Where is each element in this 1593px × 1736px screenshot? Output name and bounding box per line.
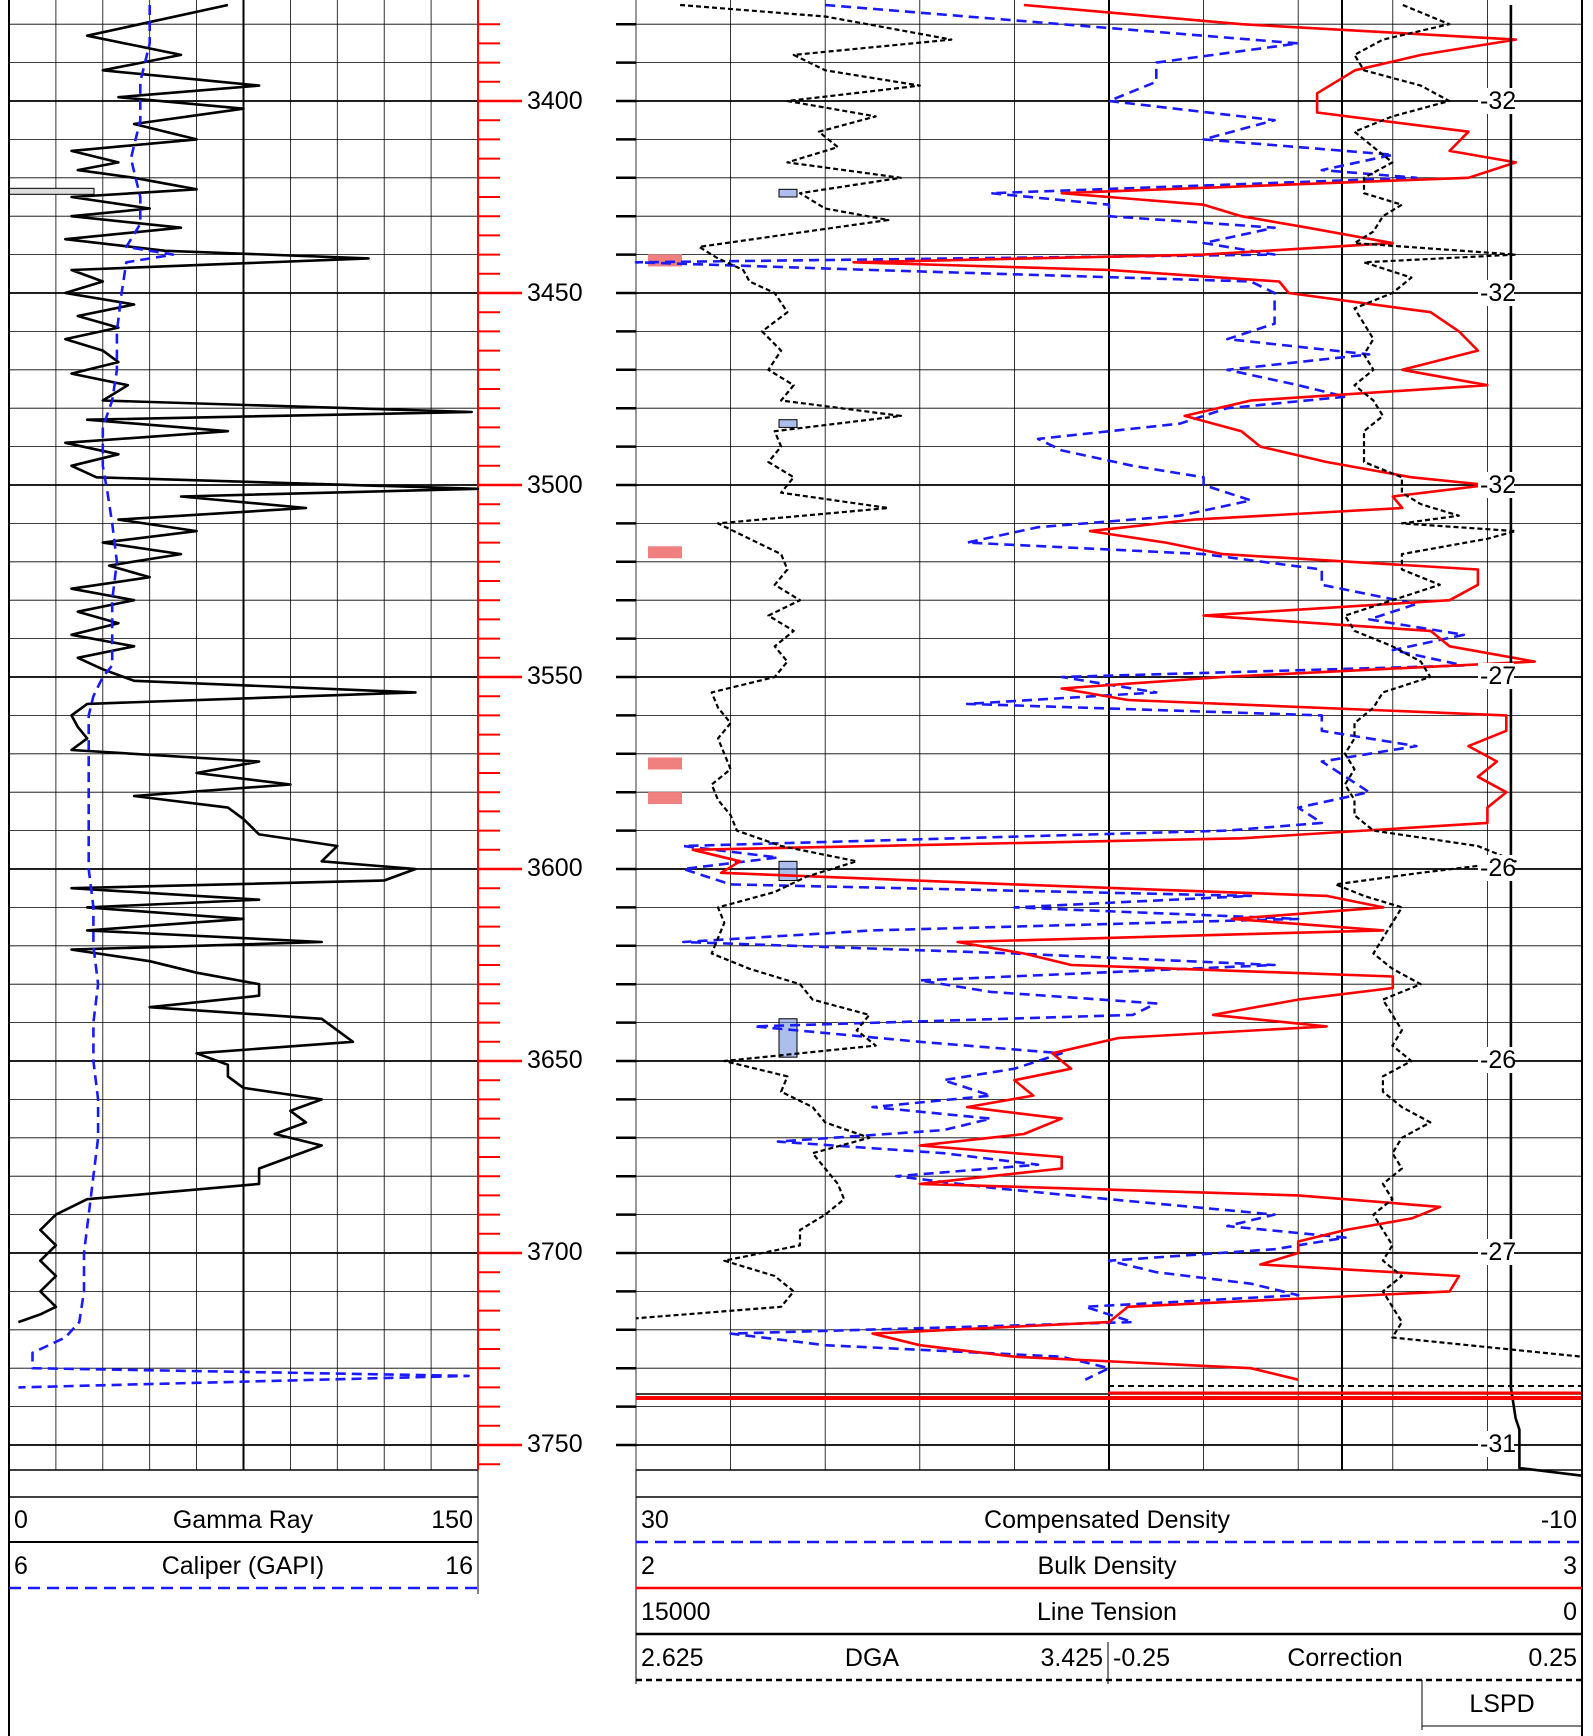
legend-compensated-density: 30 Compensated Density -10: [636, 1496, 1582, 1544]
caliper-name: Caliper (GAPI): [162, 1552, 325, 1580]
depth-label-3700: 3700: [527, 1238, 583, 1266]
caliper-max: 16: [445, 1552, 473, 1580]
bulk-density-max: 3: [1563, 1552, 1577, 1580]
depth-label-3400: 3400: [527, 87, 583, 115]
correction-max: 0.25: [1528, 1644, 1577, 1672]
gamma-ray-max: 150: [431, 1506, 473, 1534]
gamma-ray-min: 0: [14, 1506, 28, 1534]
curve-bulk-density: [691, 3, 1536, 1381]
bottom-reference-lines: [636, 1385, 1582, 1400]
dotted-fill-marker: [778, 860, 798, 882]
legend-dga: 2.625 DGA 3.425: [641, 1644, 1103, 1672]
legend-gamma-ray: 0 Gamma Ray 150: [9, 1496, 478, 1543]
lspd-label-5: -26: [1480, 1046, 1516, 1074]
line-tension-min: 15000: [641, 1598, 711, 1626]
depth-ticks-right: [616, 22, 636, 1447]
compensated-density-name: Compensated Density: [984, 1506, 1230, 1534]
bulk-density-name: Bulk Density: [1038, 1552, 1177, 1580]
line-tension-max: 0: [1563, 1598, 1577, 1626]
legend-bulk-density: 2 Bulk Density 3: [636, 1552, 1582, 1590]
compensated-density-min: 30: [641, 1506, 669, 1534]
curve-correction: [1334, 3, 1583, 1358]
hatch-band: [8, 187, 95, 195]
correction-min: -0.25: [1113, 1644, 1170, 1672]
curve-lspd: [1509, 5, 1583, 1477]
legend-lspd: LSPD: [1421, 1680, 1582, 1730]
curve-compensated-density: [634, 3, 1466, 1381]
depth-label-3450: 3450: [527, 279, 583, 307]
pe-fill-marker: [648, 546, 682, 559]
dotted-fill-marker: [778, 188, 798, 198]
lspd-label-3: -27: [1480, 662, 1516, 690]
lspd-label-6: -27: [1480, 1238, 1516, 1266]
pe-fill-marker: [648, 254, 682, 267]
dotted-fill-marker: [778, 1018, 798, 1058]
dga-min: 2.625: [641, 1644, 704, 1672]
depth-label-3600: 3600: [527, 854, 583, 882]
line-tension-name: Line Tension: [1037, 1598, 1177, 1626]
legend-caliper: 6 Caliper (GAPI) 16: [9, 1552, 478, 1590]
dotted-fill-marker: [778, 419, 798, 428]
gamma-ray-name: Gamma Ray: [173, 1506, 314, 1534]
log-curves: [17, 3, 1583, 1477]
lspd-name: LSPD: [1469, 1690, 1534, 1718]
legend-correction: -0.25 Correction 0.25: [1113, 1644, 1577, 1672]
compensated-density-max: -10: [1541, 1506, 1577, 1534]
depth-label-3650: 3650: [527, 1046, 583, 1074]
depth-ticks: [478, 23, 522, 1466]
legend-line-tension: 15000 Line Tension 0: [636, 1598, 1582, 1636]
bulk-density-min: 2: [641, 1552, 655, 1580]
curve-gamma-ray: [17, 3, 480, 1324]
lspd-label-0: -32: [1480, 87, 1516, 115]
depth-track: 3400 3450 3500 3550 3600 3650 3700 3750: [477, 0, 636, 1470]
depth-label-3550: 3550: [527, 662, 583, 690]
dga-name: DGA: [845, 1644, 900, 1672]
curve-line-tension: [635, 3, 953, 1320]
lspd-label-7: -31: [1480, 1430, 1516, 1458]
pe-fill-marker: [648, 792, 682, 805]
depth-label-3750: 3750: [527, 1430, 583, 1458]
pe-fill-marker: [648, 757, 682, 770]
curve-caliper-gapi-: [18, 5, 470, 1389]
lspd-label-2: -32: [1480, 471, 1516, 499]
curve-header: 0 Gamma Ray 150 6 Caliper (GAPI) 16 30 C…: [8, 0, 1583, 1736]
lspd-label-4: -26: [1480, 854, 1516, 882]
lspd-labels: -32 -32 -32 -27 -26 -26 -27 -31: [1478, 87, 1516, 1458]
dga-max: 3.425: [1040, 1644, 1103, 1672]
track1-grid: [8, 0, 479, 1471]
caliper-min: 6: [14, 1552, 28, 1580]
depth-label-3500: 3500: [527, 471, 583, 499]
lspd-label-1: -32: [1480, 279, 1516, 307]
correction-name: Correction: [1287, 1644, 1402, 1672]
